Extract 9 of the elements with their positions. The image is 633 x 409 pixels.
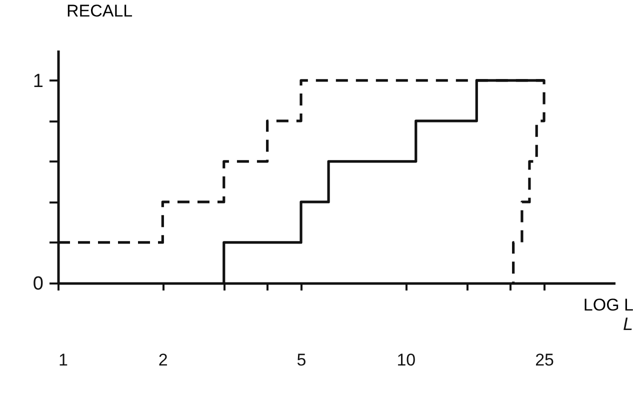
x-tick-label: 2 [158, 350, 168, 370]
x-tick-label: 1 [58, 350, 68, 370]
y-axis-title: RECALL [66, 2, 133, 20]
x-tick-label: 10 [396, 350, 416, 370]
y-tick-label: 0 [32, 274, 44, 294]
text: L [622, 314, 633, 334]
x-tick-label: 5 [296, 350, 306, 370]
x-axis-title: LOG L [583, 296, 633, 314]
x-tick-label: 25 [535, 350, 554, 370]
